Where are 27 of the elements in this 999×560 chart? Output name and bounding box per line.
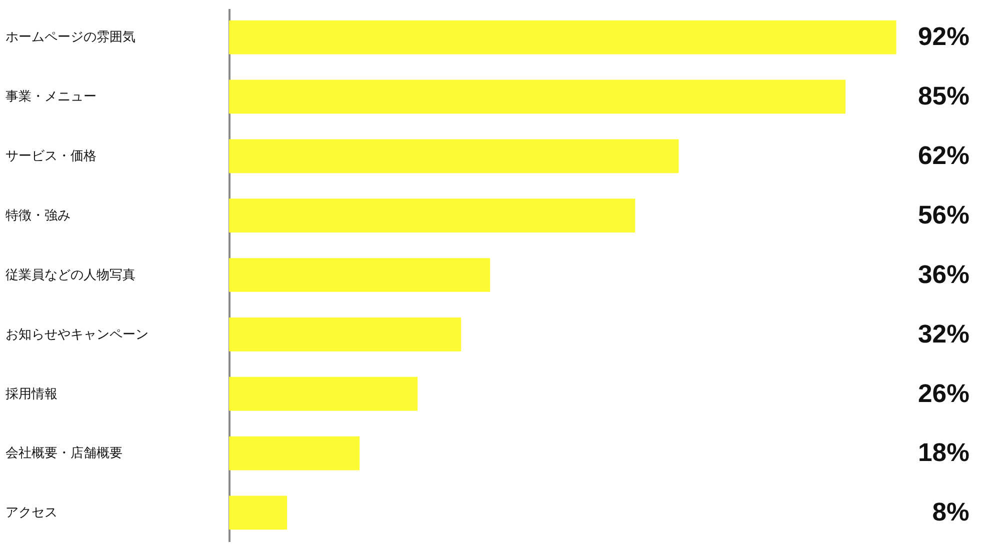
bar: [229, 80, 846, 114]
data-label: 18%: [918, 439, 970, 468]
data-label: 36%: [918, 260, 970, 289]
bar: [229, 20, 896, 54]
y-tick-label: 従業員などの人物写真: [5, 268, 136, 283]
bar: [229, 198, 636, 233]
y-tick-label: 特徴・強み: [5, 208, 70, 224]
data-label: 85%: [918, 82, 970, 111]
y-tick-label: お知らせやキャンペーン: [5, 327, 148, 342]
y-tick-label: ホームページの雰囲気: [5, 30, 136, 46]
data-label: 92%: [918, 23, 970, 52]
bar: [229, 258, 490, 292]
bar: [229, 376, 418, 411]
y-tick-label: 事業・メニュー: [5, 90, 96, 105]
data-label: 56%: [918, 201, 970, 230]
bar: [229, 139, 679, 174]
data-label: 26%: [918, 380, 970, 408]
data-label: 32%: [918, 320, 970, 348]
data-label: 8%: [932, 498, 970, 527]
data-label: 62%: [918, 142, 970, 170]
bar: [229, 436, 360, 470]
y-tick-label: アクセス: [5, 506, 58, 521]
bar: [229, 496, 288, 530]
y-tick-label: 会社概要・店舗概要: [5, 445, 122, 462]
y-tick-label: サービス・価格: [5, 149, 96, 164]
y-tick-label: 採用情報: [5, 386, 58, 402]
bar: [229, 317, 462, 352]
